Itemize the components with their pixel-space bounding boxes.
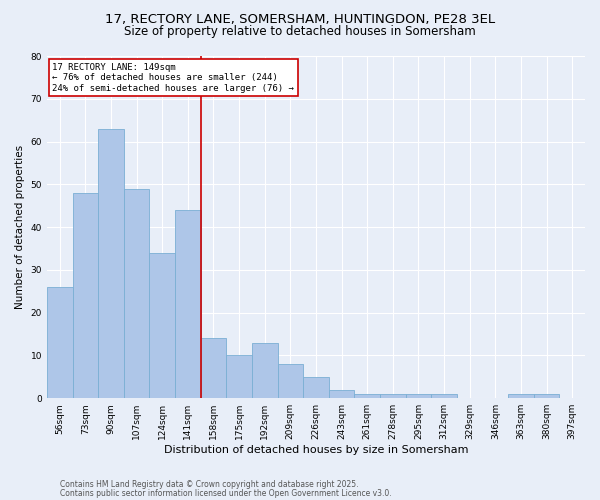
Bar <box>329 390 355 398</box>
Bar <box>149 253 175 398</box>
Bar <box>47 287 73 398</box>
Y-axis label: Number of detached properties: Number of detached properties <box>15 145 25 309</box>
Text: 17 RECTORY LANE: 149sqm
← 76% of detached houses are smaller (244)
24% of semi-d: 17 RECTORY LANE: 149sqm ← 76% of detache… <box>52 63 294 92</box>
Text: 17, RECTORY LANE, SOMERSHAM, HUNTINGDON, PE28 3EL: 17, RECTORY LANE, SOMERSHAM, HUNTINGDON,… <box>105 12 495 26</box>
Bar <box>508 394 534 398</box>
Bar <box>98 128 124 398</box>
Bar <box>175 210 200 398</box>
Bar <box>200 338 226 398</box>
Bar <box>380 394 406 398</box>
Bar <box>226 356 252 398</box>
Text: Size of property relative to detached houses in Somersham: Size of property relative to detached ho… <box>124 25 476 38</box>
Bar <box>355 394 380 398</box>
Bar <box>73 193 98 398</box>
Bar <box>252 342 278 398</box>
X-axis label: Distribution of detached houses by size in Somersham: Distribution of detached houses by size … <box>164 445 468 455</box>
Text: Contains HM Land Registry data © Crown copyright and database right 2025.: Contains HM Land Registry data © Crown c… <box>60 480 359 489</box>
Bar <box>278 364 303 398</box>
Bar <box>534 394 559 398</box>
Bar <box>431 394 457 398</box>
Bar <box>406 394 431 398</box>
Bar <box>124 188 149 398</box>
Bar <box>303 377 329 398</box>
Text: Contains public sector information licensed under the Open Government Licence v3: Contains public sector information licen… <box>60 488 392 498</box>
